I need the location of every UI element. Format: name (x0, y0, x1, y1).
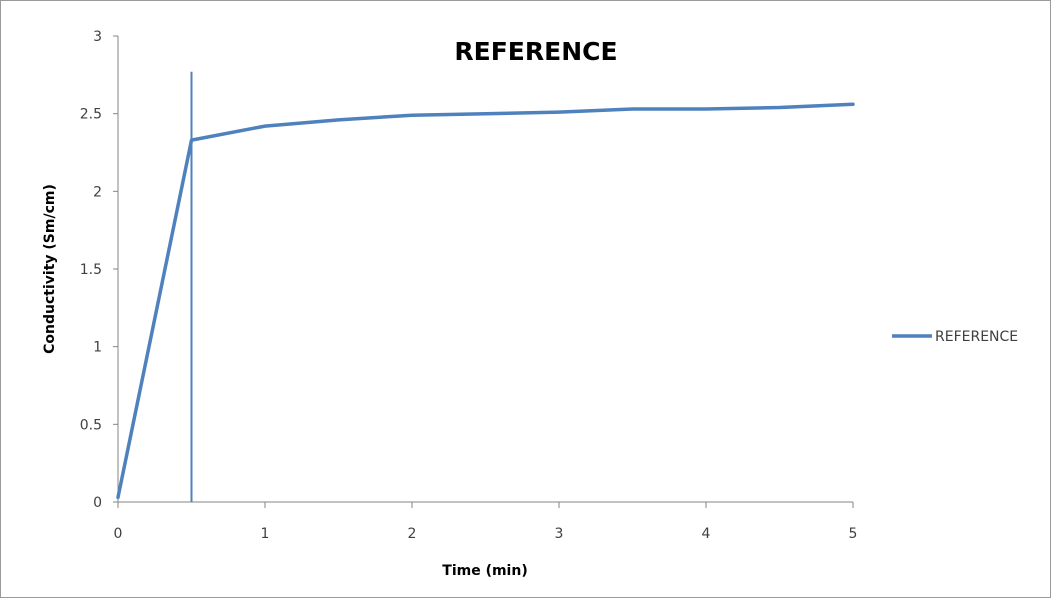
plot-area (116, 71, 855, 502)
legend-label-reference: REFERENCE (935, 329, 1018, 345)
y-tick-label: 1.5 (80, 262, 102, 278)
x-tick-label: 2 (408, 526, 417, 542)
x-axis: 0 1 2 3 4 5 (114, 501, 858, 542)
x-tick-label: 1 (261, 526, 270, 542)
x-tick-label: 3 (555, 526, 564, 542)
x-tick-label: 0 (114, 526, 123, 542)
y-axis-ticks: 0 0.5 1 1.5 2 2.5 3 (80, 29, 119, 511)
legend: REFERENCE (892, 329, 1018, 345)
y-tick-label: 3 (93, 29, 102, 45)
y-tick-label: 0.5 (80, 417, 102, 433)
y-tick-label: 0 (93, 495, 102, 511)
x-axis-title: Time (min) (442, 563, 527, 579)
series-line-reference (116, 102, 855, 500)
x-tick-label: 4 (702, 526, 711, 542)
y-axis-title: Conductivity (Sm/cm) (42, 184, 58, 354)
y-tick-label: 1 (93, 340, 102, 356)
y-tick-label: 2.5 (80, 107, 102, 123)
x-tick-label: 5 (849, 526, 858, 542)
chart-title: REFERENCE (454, 37, 617, 66)
y-tick-label: 2 (93, 184, 102, 200)
